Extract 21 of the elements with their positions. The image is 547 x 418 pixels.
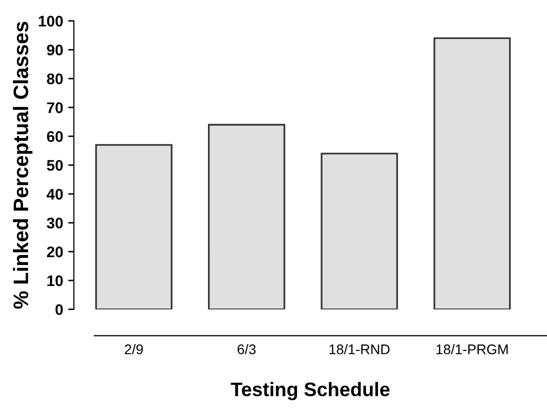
- y-tick-label: 90: [46, 44, 63, 56]
- x-tick-label: 18/1-PRGM: [436, 344, 508, 354]
- y-tick-label: 0: [56, 304, 63, 316]
- y-tick-label: 10: [47, 275, 63, 286]
- y-tick-label: 100: [38, 16, 63, 27]
- y-tick-label: 20: [46, 246, 63, 258]
- y-tick-label: 40: [46, 188, 63, 200]
- y-tick-label: 60: [46, 131, 63, 142]
- x-axis-title: Testing Schedule: [230, 382, 390, 400]
- y-tick-label: 30: [46, 218, 63, 228]
- bar: [95, 144, 172, 310]
- y-tick-label: 70: [47, 102, 63, 114]
- bar: [208, 124, 286, 310]
- y-tick-label: 80: [46, 73, 63, 84]
- bar: [434, 37, 511, 310]
- y-tick-label: 50: [46, 160, 63, 171]
- x-tick-label: 18/1-RND: [330, 344, 390, 354]
- x-tick-label: 6/3: [238, 344, 256, 354]
- y-axis-title: % Linked Perceptual Classes: [12, 22, 32, 309]
- bar: [320, 152, 398, 310]
- x-tick-label: 2/9: [124, 344, 143, 354]
